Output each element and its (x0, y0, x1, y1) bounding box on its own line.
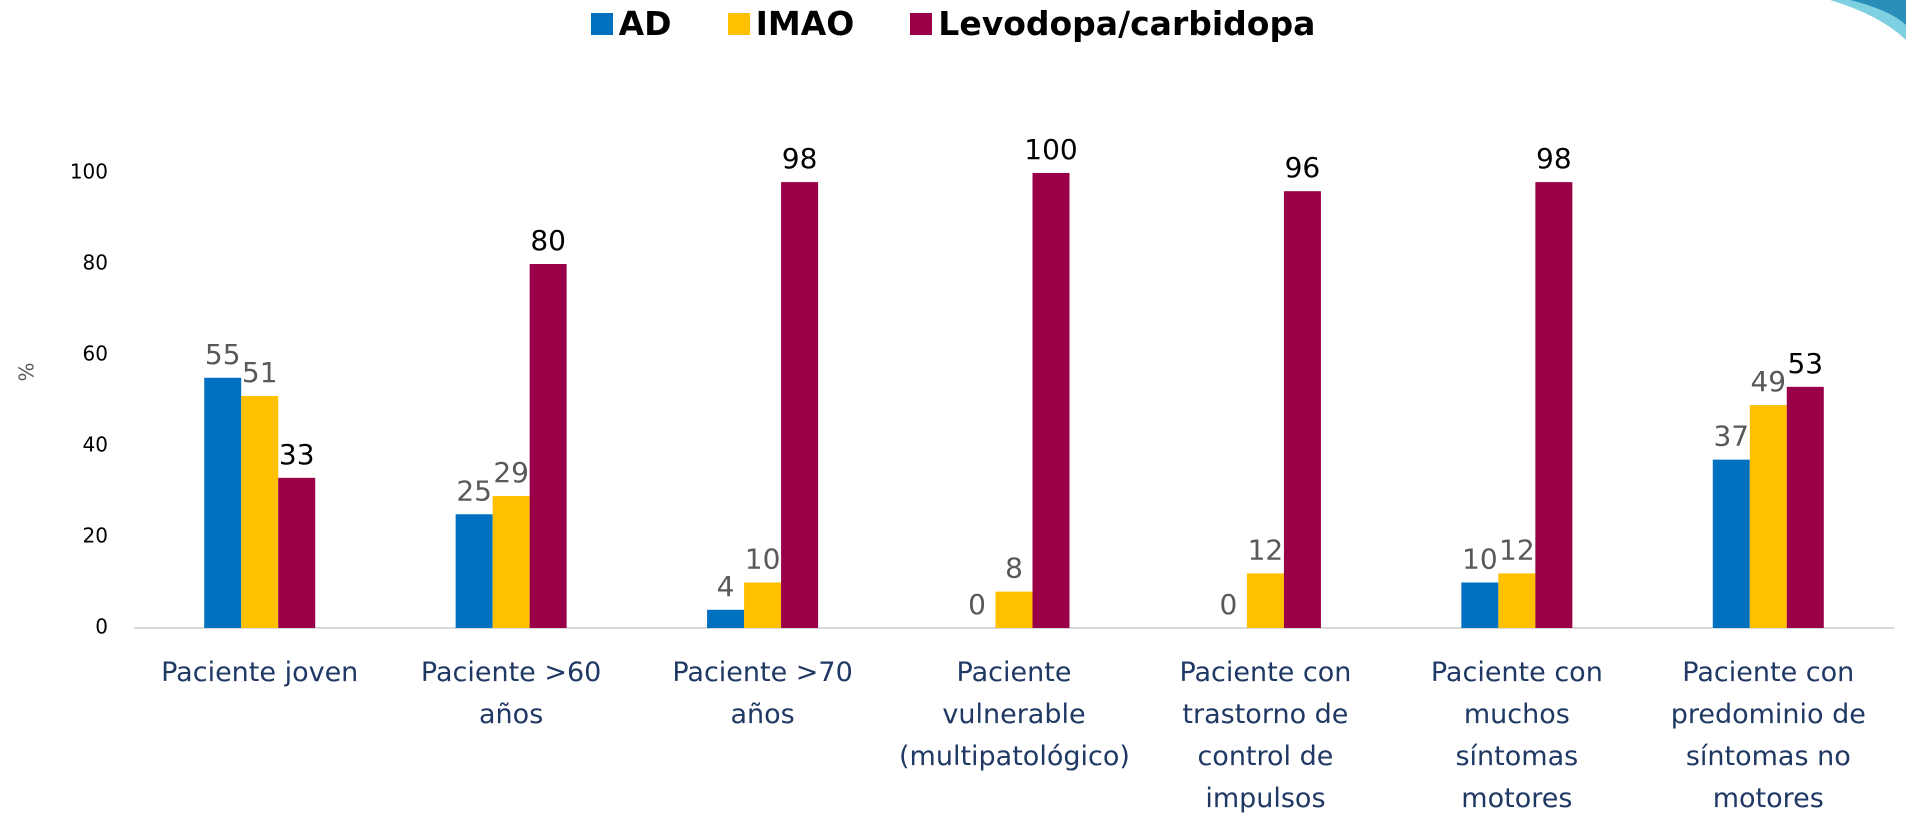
x-tick-label: Paciente >60 años (420, 657, 602, 730)
legend-swatch (590, 12, 613, 35)
bar (1246, 573, 1284, 628)
bar (204, 377, 242, 628)
data-label: 96 (1285, 151, 1321, 184)
data-label: 80 (530, 224, 566, 257)
x-tick-label: Paciente vulnerable (multipatológico) (899, 657, 1130, 772)
data-label: 12 (1248, 533, 1284, 566)
legend-swatch (727, 12, 750, 35)
bar (744, 582, 782, 628)
bar (1535, 182, 1573, 628)
bar (781, 182, 819, 628)
data-label: 8 (1005, 552, 1023, 585)
data-label: 0 (1220, 588, 1238, 621)
x-tick-label: Paciente con muchos síntomas motores (1430, 657, 1603, 814)
bar (241, 395, 279, 628)
bar (1749, 405, 1787, 628)
x-tick-label: Paciente con trastorno de control de imp… (1179, 657, 1352, 814)
data-label: 10 (745, 543, 781, 576)
data-label: 4 (717, 570, 735, 603)
bar (492, 496, 530, 628)
data-label: 37 (1713, 420, 1749, 453)
data-label: 53 (1787, 347, 1823, 380)
decoration (1850, 0, 1906, 25)
data-label: 33 (279, 438, 315, 471)
data-label: 98 (782, 142, 818, 175)
bar (1283, 191, 1321, 628)
bar (455, 514, 493, 628)
bar (1032, 173, 1070, 628)
x-tick-label: Paciente >70 años (672, 657, 853, 730)
legend-label: Levodopa/carbidopa (938, 4, 1316, 43)
data-label: 10 (1462, 543, 1498, 576)
data-label: 12 (1499, 533, 1535, 566)
bar (707, 609, 745, 628)
legend-swatch (910, 12, 933, 35)
legend-item: Levodopa/carbidopa (910, 4, 1315, 43)
y-tick-label: 40 (83, 433, 108, 457)
bar (1786, 386, 1824, 628)
data-label: 0 (968, 588, 986, 621)
y-tick-label: 20 (83, 524, 108, 548)
legend-item: IMAO (727, 4, 855, 43)
bar (1712, 459, 1750, 628)
legend-label: AD (618, 4, 672, 43)
data-label: 25 (456, 474, 492, 507)
data-label: 51 (242, 356, 278, 389)
bar (1498, 573, 1536, 628)
bar (995, 591, 1033, 628)
bar (1461, 582, 1499, 628)
x-tick-label: Paciente con predominio de síntomas no m… (1670, 657, 1866, 814)
y-axis-label: % (15, 362, 39, 381)
legend: AD IMAO Levodopa/carbidopa (0, 4, 1906, 43)
y-tick-label: 80 (83, 251, 108, 275)
data-label: 98 (1536, 142, 1572, 175)
bar (529, 264, 567, 628)
data-label: 100 (1024, 133, 1077, 166)
x-tick-label: Paciente joven (161, 657, 359, 688)
legend-item: AD (590, 4, 672, 43)
y-tick-label: 100 (70, 160, 108, 184)
y-tick-label: 0 (95, 615, 108, 639)
data-label: 55 (205, 338, 241, 371)
y-tick-label: 60 (83, 342, 108, 366)
legend-label: IMAO (755, 4, 855, 43)
bar (278, 477, 316, 628)
data-label: 49 (1750, 365, 1786, 398)
data-label: 29 (493, 456, 529, 489)
